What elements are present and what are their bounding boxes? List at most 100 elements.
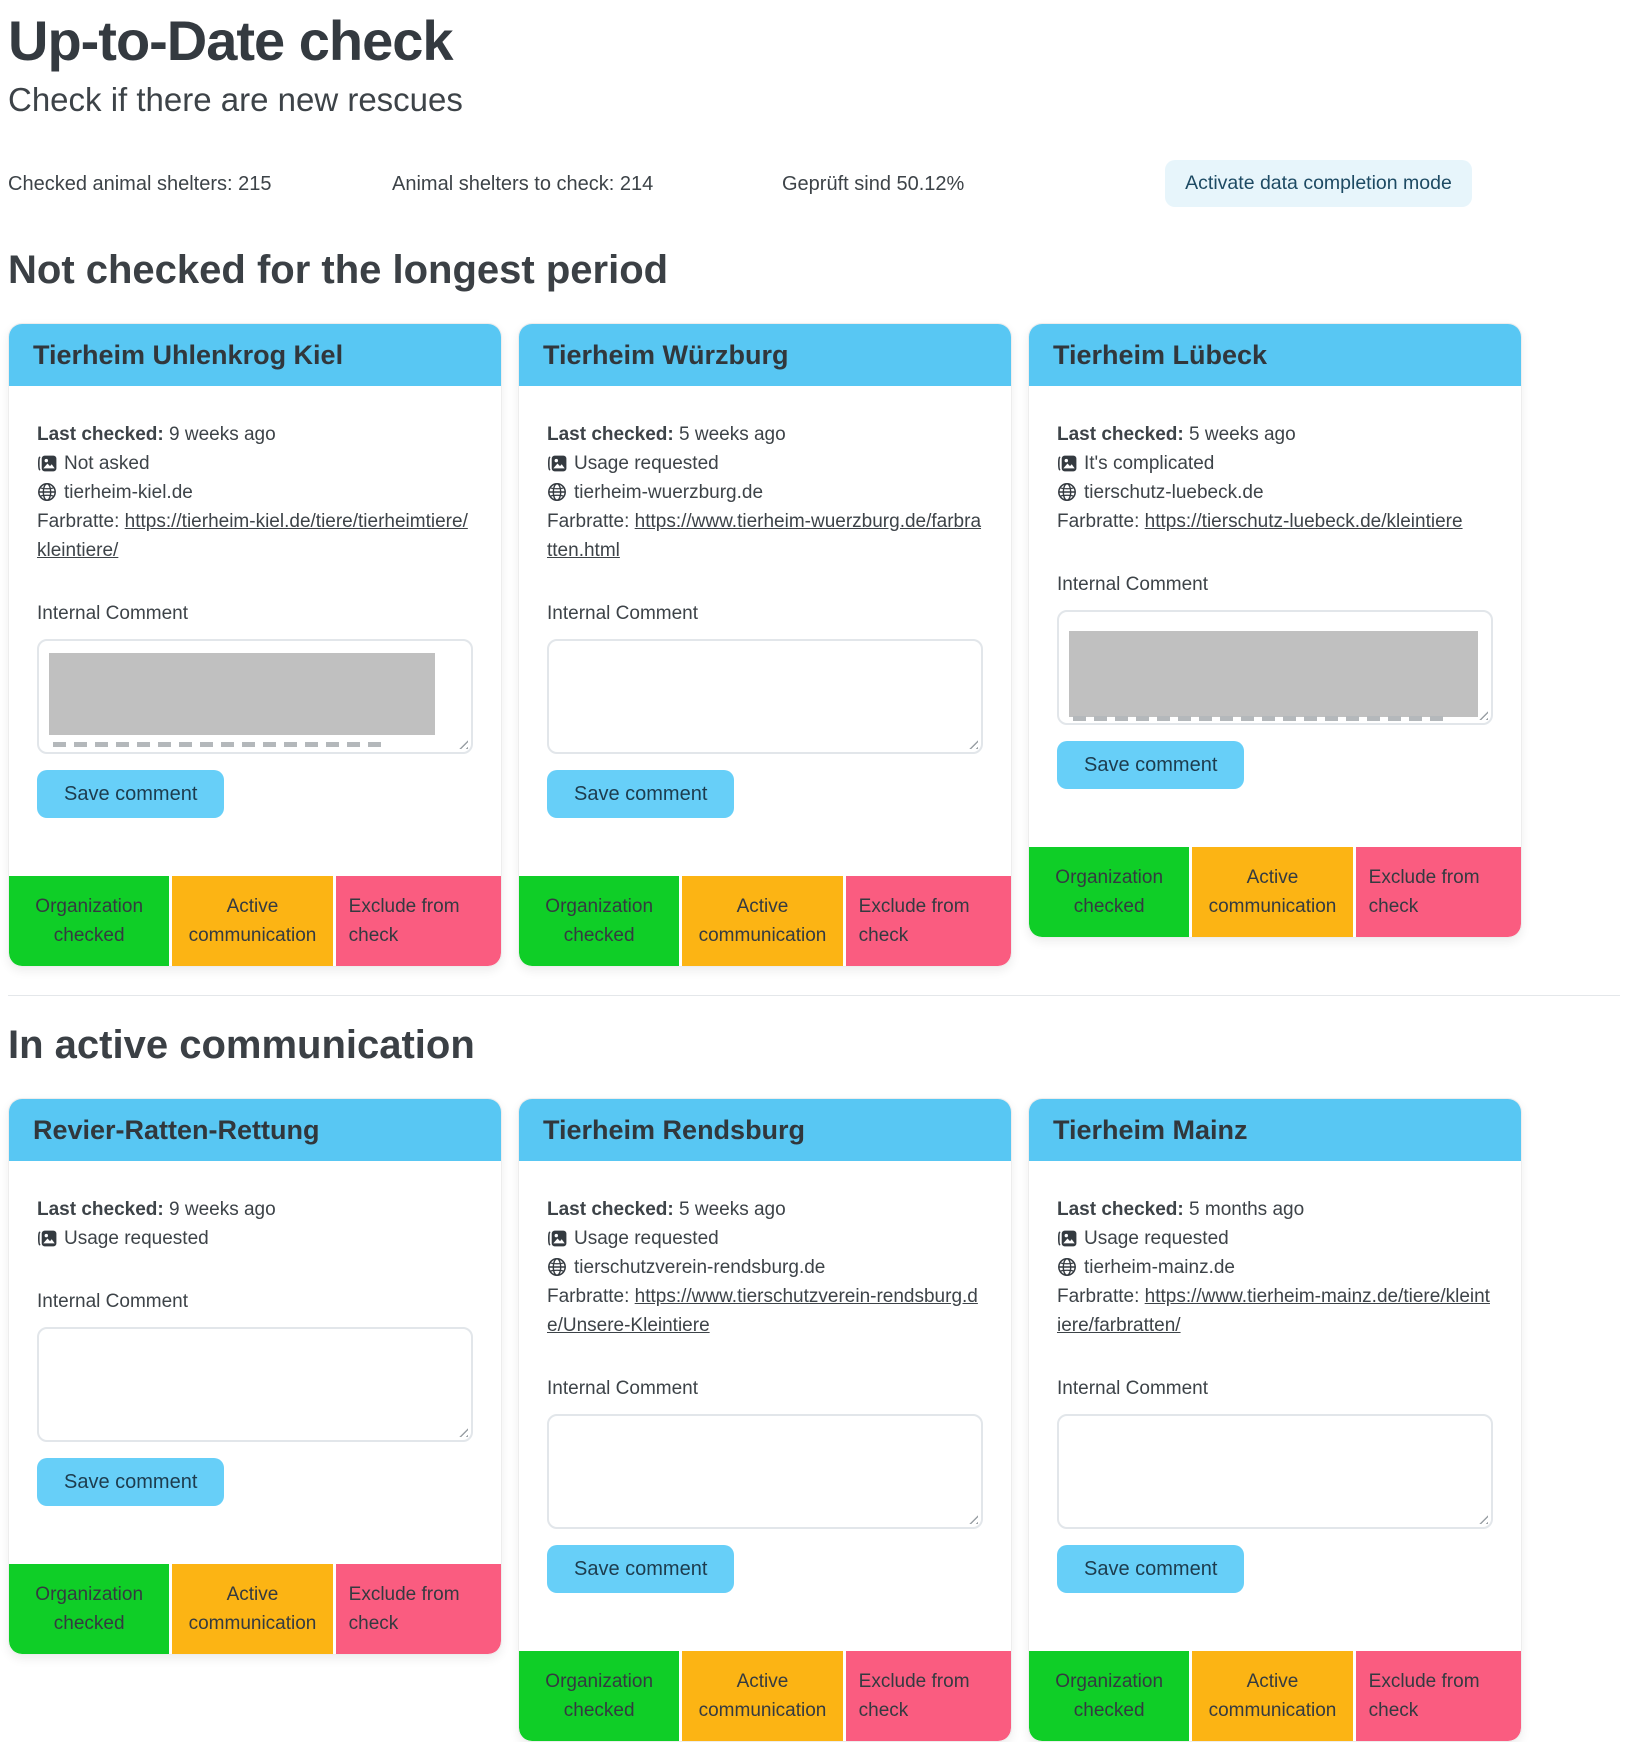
status-line: Usage requested (547, 1224, 983, 1253)
shelter-card-rendsburg: Tierheim Rendsburg Last checked: 5 weeks… (518, 1098, 1012, 1742)
card-body: Last checked: 5 weeks ago Usage requeste… (519, 386, 1011, 876)
card-footer: Organization checked Active communicatio… (519, 1651, 1011, 1741)
shelter-card-mainz: Tierheim Mainz Last checked: 5 months ag… (1028, 1098, 1522, 1742)
organization-checked-button[interactable]: Organization checked (1029, 1651, 1190, 1741)
section-heading-not-checked: Not checked for the longest period (8, 248, 669, 292)
card-footer: Organization checked Active communicatio… (1029, 1651, 1521, 1741)
redacted-text-remnant (53, 742, 385, 747)
card-title: Tierheim Mainz (1029, 1099, 1521, 1161)
website-line: tierschutz-luebeck.de (1057, 478, 1493, 507)
farbratte-link[interactable]: https://www.tierheim-wuerzburg.de/farbra… (547, 511, 982, 561)
save-comment-button[interactable]: Save comment (1057, 1545, 1245, 1593)
shelter-card-wuerzburg: Tierheim Würzburg Last checked: 5 weeks … (518, 323, 1012, 967)
usage-status: Usage requested (574, 1228, 719, 1249)
usage-status: Usage requested (1084, 1228, 1229, 1249)
website-domain: tierheim-kiel.de (64, 482, 193, 503)
textarea-resize-handle[interactable] (965, 736, 978, 749)
cards-row-active-communication: Revier-Ratten-Rettung Last checked: 9 we… (8, 1098, 1620, 1742)
card-title: Tierheim Lübeck (1029, 324, 1521, 386)
exclude-from-check-button[interactable]: Exclude from check (845, 1651, 1011, 1741)
page-title: Up-to-Date check (8, 9, 454, 72)
exclude-from-check-button[interactable]: Exclude from check (1355, 1651, 1521, 1741)
internal-comment-textarea[interactable] (547, 1414, 983, 1529)
website-domain: tierheim-wuerzburg.de (574, 482, 764, 503)
farbratte-link[interactable]: https://tierheim-kiel.de/tiere/tierheimt… (37, 511, 468, 561)
last-checked-line: Last checked: 5 weeks ago (547, 424, 786, 445)
shelter-card-kiel: Tierheim Uhlenkrog Kiel Last checked: 9 … (8, 323, 502, 967)
organization-checked-button[interactable]: Organization checked (519, 1651, 680, 1741)
card-body: Last checked: 5 months ago Usage request… (1029, 1161, 1521, 1651)
exclude-from-check-button[interactable]: Exclude from check (1355, 847, 1521, 937)
status-line: It's complicated (1057, 449, 1493, 478)
activate-data-completion-button[interactable]: Activate data completion mode (1165, 160, 1472, 207)
textarea-resize-handle[interactable] (965, 1511, 978, 1524)
redacted-comment-block (1069, 631, 1478, 717)
shelter-card-revier-ratten-rettung: Revier-Ratten-Rettung Last checked: 9 we… (8, 1098, 502, 1655)
internal-comment-textarea[interactable] (37, 639, 473, 754)
save-comment-button[interactable]: Save comment (547, 1545, 735, 1593)
cards-row-not-checked: Tierheim Uhlenkrog Kiel Last checked: 9 … (8, 323, 1620, 967)
usage-status: Usage requested (574, 453, 719, 474)
redacted-text-remnant (1073, 716, 1451, 721)
images-icon (1057, 449, 1078, 478)
organization-checked-button[interactable]: Organization checked (9, 1564, 170, 1654)
save-comment-button[interactable]: Save comment (1057, 741, 1245, 789)
internal-comment-label: Internal Comment (547, 603, 699, 624)
status-line: Usage requested (547, 449, 983, 478)
farbratte-line: Farbratte: https://www.tierheim-mainz.de… (1057, 1286, 1490, 1336)
farbratte-line: Farbratte: https://www.tierschutzverein-… (547, 1286, 978, 1336)
exclude-from-check-button[interactable]: Exclude from check (335, 1564, 501, 1654)
active-communication-button[interactable]: Active communication (682, 876, 843, 966)
exclude-from-check-button[interactable]: Exclude from check (845, 876, 1011, 966)
status-line: Usage requested (37, 1224, 473, 1253)
card-title: Tierheim Rendsburg (519, 1099, 1011, 1161)
save-comment-button[interactable]: Save comment (37, 1458, 225, 1506)
section-divider (8, 995, 1620, 996)
organization-checked-button[interactable]: Organization checked (9, 876, 170, 966)
internal-comment-label: Internal Comment (37, 1291, 189, 1312)
status-line: Not asked (37, 449, 473, 478)
textarea-resize-handle[interactable] (455, 1424, 468, 1437)
card-title: Tierheim Würzburg (519, 324, 1011, 386)
images-icon (37, 1224, 58, 1253)
card-footer: Organization checked Active communicatio… (9, 1564, 501, 1654)
farbratte-line: Farbratte: https://tierschutz-luebeck.de… (1057, 511, 1463, 532)
images-icon (37, 449, 58, 478)
stat-percent-checked: Geprüft sind 50.12% (782, 172, 965, 195)
internal-comment-textarea[interactable] (547, 639, 983, 754)
last-checked-line: Last checked: 5 weeks ago (1057, 424, 1296, 445)
globe-icon (547, 1253, 567, 1282)
active-communication-button[interactable]: Active communication (682, 1651, 843, 1741)
save-comment-button[interactable]: Save comment (547, 770, 735, 818)
active-communication-button[interactable]: Active communication (172, 876, 333, 966)
internal-comment-textarea[interactable] (1057, 610, 1493, 725)
usage-status: It's complicated (1084, 453, 1215, 474)
website-domain: tierschutz-luebeck.de (1084, 482, 1264, 503)
active-communication-button[interactable]: Active communication (1192, 1651, 1353, 1741)
organization-checked-button[interactable]: Organization checked (1029, 847, 1190, 937)
textarea-resize-handle[interactable] (455, 736, 468, 749)
internal-comment-textarea[interactable] (1057, 1414, 1493, 1529)
active-communication-button[interactable]: Active communication (1192, 847, 1353, 937)
internal-comment-textarea[interactable] (37, 1327, 473, 1442)
website-line: tierschutzverein-rendsburg.de (547, 1253, 983, 1282)
images-icon (547, 1224, 568, 1253)
save-comment-button[interactable]: Save comment (37, 770, 225, 818)
textarea-resize-handle[interactable] (1475, 1511, 1488, 1524)
status-line: Usage requested (1057, 1224, 1493, 1253)
active-communication-button[interactable]: Active communication (172, 1564, 333, 1654)
last-checked-line: Last checked: 9 weeks ago (37, 424, 276, 445)
farbratte-link[interactable]: https://tierschutz-luebeck.de/kleintiere (1144, 511, 1463, 532)
website-line: tierheim-kiel.de (37, 478, 473, 507)
exclude-from-check-button[interactable]: Exclude from check (335, 876, 501, 966)
organization-checked-button[interactable]: Organization checked (519, 876, 680, 966)
card-footer: Organization checked Active communicatio… (519, 876, 1011, 966)
images-icon (1057, 1224, 1078, 1253)
internal-comment-label: Internal Comment (547, 1378, 699, 1399)
last-checked-line: Last checked: 5 months ago (1057, 1199, 1305, 1220)
website-domain: tierheim-mainz.de (1084, 1257, 1235, 1278)
last-checked-line: Last checked: 5 weeks ago (547, 1199, 786, 1220)
website-domain: tierschutzverein-rendsburg.de (574, 1257, 826, 1278)
globe-icon (1057, 1253, 1077, 1282)
usage-status: Not asked (64, 453, 150, 474)
